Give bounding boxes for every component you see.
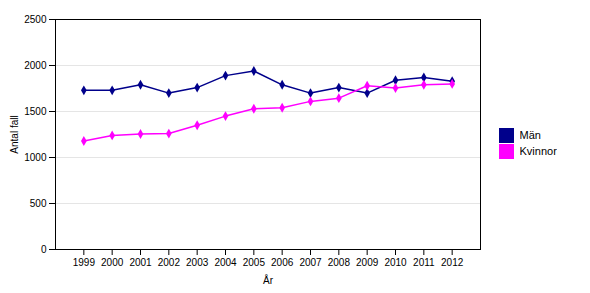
svg-text:År: År bbox=[263, 274, 274, 286]
svg-text:2005: 2005 bbox=[243, 257, 266, 268]
svg-text:2000: 2000 bbox=[24, 60, 47, 71]
svg-text:2008: 2008 bbox=[328, 257, 351, 268]
svg-text:1500: 1500 bbox=[24, 106, 47, 117]
svg-text:2010: 2010 bbox=[384, 257, 407, 268]
svg-text:2011: 2011 bbox=[413, 257, 435, 268]
svg-text:2003: 2003 bbox=[186, 257, 209, 268]
svg-text:0: 0 bbox=[41, 244, 47, 255]
svg-text:2500: 2500 bbox=[24, 14, 47, 25]
svg-text:2002: 2002 bbox=[158, 257, 181, 268]
svg-text:2009: 2009 bbox=[356, 257, 379, 268]
svg-text:Antal fall: Antal fall bbox=[9, 115, 20, 153]
svg-text:2007: 2007 bbox=[299, 257, 322, 268]
svg-text:2012: 2012 bbox=[441, 257, 464, 268]
svg-text:1999: 1999 bbox=[73, 257, 96, 268]
svg-text:2004: 2004 bbox=[214, 257, 237, 268]
svg-text:500: 500 bbox=[30, 198, 47, 209]
svg-text:1000: 1000 bbox=[24, 152, 47, 163]
svg-text:2001: 2001 bbox=[129, 257, 152, 268]
svg-text:2000: 2000 bbox=[101, 257, 124, 268]
html-text:Män: Män bbox=[519, 129, 541, 142]
svg-text:2006: 2006 bbox=[271, 257, 294, 268]
html-text:Kvinnor: Kvinnor bbox=[519, 145, 557, 158]
